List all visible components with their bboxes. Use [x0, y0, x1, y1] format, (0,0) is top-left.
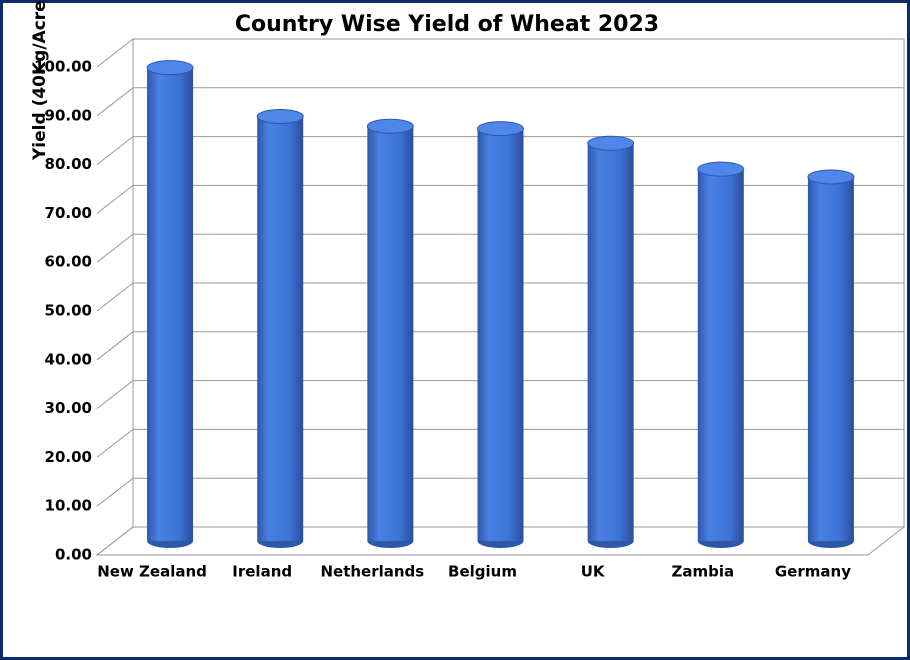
y-tick-label: 20.00: [45, 448, 92, 466]
bar: [147, 67, 194, 541]
y-tick-label: 70.00: [45, 204, 92, 222]
x-tick-label: Zambia: [671, 563, 734, 581]
y-tick-label: 100.00: [34, 58, 92, 76]
y-tick-label: 0.00: [55, 546, 92, 564]
bar-top: [366, 118, 414, 134]
grid-line: [96, 380, 904, 409]
grid-line: [96, 526, 904, 556]
bar-top: [697, 161, 745, 177]
bar: [587, 143, 634, 541]
x-tick-label: Netherlands: [320, 563, 424, 581]
bar-top: [807, 169, 855, 185]
bar-top: [256, 108, 304, 124]
y-tick-label: 50.00: [45, 302, 92, 320]
y-tick-label: 80.00: [45, 155, 92, 173]
bar-top: [146, 60, 194, 76]
grid-line: [96, 136, 904, 165]
bar-top: [587, 135, 635, 151]
bar: [367, 126, 414, 541]
y-tick-label: 60.00: [45, 253, 92, 271]
grid-line: [96, 282, 904, 312]
x-tick-label: Ireland: [232, 563, 292, 581]
bar: [697, 169, 744, 542]
grid-line: [96, 477, 904, 507]
grid-line: [96, 331, 904, 361]
grid-line: [96, 38, 904, 68]
y-tick-label: 10.00: [45, 497, 92, 515]
x-tick-label: Germany: [775, 563, 851, 581]
chart-title: Country Wise Yield of Wheat 2023: [235, 12, 659, 37]
bar-top: [477, 121, 524, 137]
grid-line: [96, 87, 904, 117]
grid-line: [96, 233, 904, 263]
y-tick-label: 90.00: [45, 106, 92, 124]
x-tick-label: Belgium: [448, 563, 517, 581]
y-tick-label: 30.00: [45, 399, 92, 417]
bar: [477, 128, 524, 541]
grid-line: [96, 428, 904, 458]
y-tick-label: 40.00: [45, 350, 92, 368]
grid-line: [96, 184, 904, 214]
x-tick-label: New Zealand: [97, 563, 207, 581]
bar: [807, 176, 854, 541]
x-tick-label: UK: [581, 563, 606, 581]
bar: [257, 116, 304, 541]
y-axis-title: Yield (40Kg/Acre): [30, 0, 50, 161]
